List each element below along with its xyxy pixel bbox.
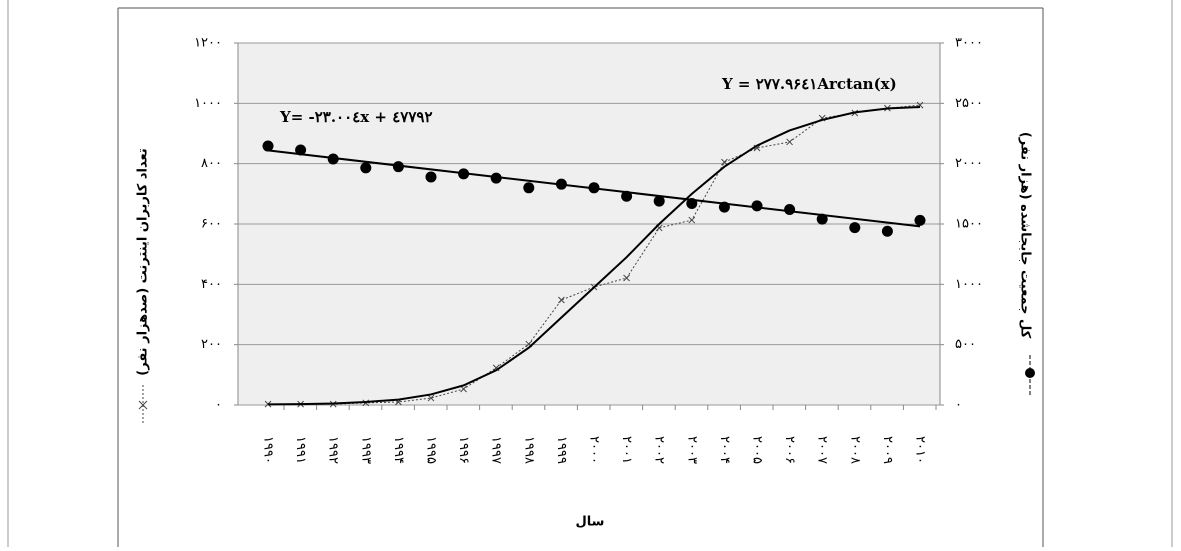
y2-tick-label: ۳۰۰۰ bbox=[955, 36, 983, 51]
dot-marker bbox=[914, 214, 926, 226]
x-tick-label: ۱۹۹۵ bbox=[424, 436, 439, 464]
x-tick-label: ۲۰۰۱ bbox=[619, 436, 634, 464]
y-tick-label: ۱۰۰۰ bbox=[194, 96, 222, 111]
y-tick-label: ۴۰۰ bbox=[201, 277, 222, 292]
dot-marker bbox=[653, 195, 665, 207]
x-tick-label: ۱۹۹۹ bbox=[554, 436, 569, 464]
y2-tick-label: ۱۰۰۰ bbox=[955, 277, 983, 292]
dot-marker bbox=[784, 204, 796, 216]
y2-axis-title: کل جمعیت جابجاشده (هزار نفر) bbox=[1018, 132, 1033, 339]
y-tick-label: ۶۰۰ bbox=[201, 217, 222, 232]
legend-symbol bbox=[138, 385, 148, 425]
x-tick-label: ۲۰۰۷ bbox=[815, 436, 830, 464]
y-axis-title: تعداد کاربران اینترنت (صدهزار نفر) bbox=[136, 148, 151, 375]
dot-marker bbox=[523, 182, 535, 194]
x-marker bbox=[460, 385, 467, 393]
dot-marker bbox=[751, 200, 763, 212]
dot-marker bbox=[360, 162, 372, 174]
dot-marker bbox=[392, 161, 404, 173]
x-axis-title: سال bbox=[576, 515, 605, 530]
y2-tick-label: ۱۵۰۰ bbox=[955, 217, 983, 232]
x-tick-label: ۲۰۱۰ bbox=[913, 436, 928, 464]
x-tick-label: ۱۹۹۴ bbox=[391, 436, 406, 464]
x-marker bbox=[558, 296, 565, 304]
x-marker bbox=[688, 216, 696, 224]
x-marker bbox=[721, 158, 728, 166]
trendline-equation: Y= -۲۳.۰۰٤x + ٤۷۷۹۲ bbox=[279, 108, 433, 126]
y-tick-label: ۱۲۰۰ bbox=[194, 36, 222, 51]
x-tick-label: ۱۹۹۳ bbox=[358, 436, 373, 464]
y-tick-label: ۸۰۰ bbox=[201, 156, 222, 171]
legend-symbol bbox=[1025, 355, 1035, 395]
y-tick-label: ۰ bbox=[215, 398, 222, 413]
trendline bbox=[267, 149, 921, 228]
y2-tick-label: ۰ bbox=[955, 398, 962, 413]
x-tick-label: ۱۹۹۲ bbox=[326, 436, 341, 464]
x-tick-label: ۲۰۰۹ bbox=[880, 436, 895, 464]
x-marker bbox=[623, 274, 630, 282]
x-marker bbox=[786, 138, 793, 146]
series-line bbox=[268, 104, 921, 405]
x-tick-label: ۱۹۹۰ bbox=[261, 436, 276, 464]
x-tick-label: ۲۰۰۶ bbox=[782, 436, 797, 464]
y2-tick-label: ۲۵۰۰ bbox=[955, 96, 983, 111]
trendline bbox=[267, 105, 921, 406]
dot-marker bbox=[425, 171, 437, 183]
y2-tick-label: ۲۰۰۰ bbox=[955, 156, 983, 171]
x-tick-label: ۲۰۰۵ bbox=[750, 436, 765, 464]
dot-marker bbox=[295, 144, 307, 156]
dot-marker bbox=[490, 172, 502, 184]
x-tick-label: ۱۹۹۶ bbox=[456, 436, 471, 464]
dot-marker bbox=[816, 213, 828, 225]
x-marker bbox=[427, 394, 435, 402]
trendline-equation: Y = ۲۷۷.۹۶٤۱Arctan(x) bbox=[721, 75, 897, 93]
x-tick-label: ۱۹۹۱ bbox=[293, 436, 308, 464]
x-tick-label: ۲۰۰۸ bbox=[847, 436, 862, 464]
y2-tick-label: ۵۰۰ bbox=[955, 337, 976, 352]
x-tick-label: ۲۰۰۰ bbox=[587, 436, 602, 464]
dot-marker bbox=[262, 140, 274, 152]
x-tick-label: ۲۰۰۳ bbox=[684, 436, 699, 464]
x-tick-label: ۲۰۰۲ bbox=[652, 436, 667, 464]
x-tick-label: ۱۹۹۷ bbox=[489, 436, 504, 464]
dot-marker bbox=[881, 225, 893, 237]
y-tick-label: ۲۰۰ bbox=[201, 337, 222, 352]
x-tick-label: ۲۰۰۴ bbox=[717, 436, 732, 464]
dot-marker bbox=[849, 222, 861, 234]
x-tick-label: ۱۹۹۸ bbox=[521, 436, 536, 464]
